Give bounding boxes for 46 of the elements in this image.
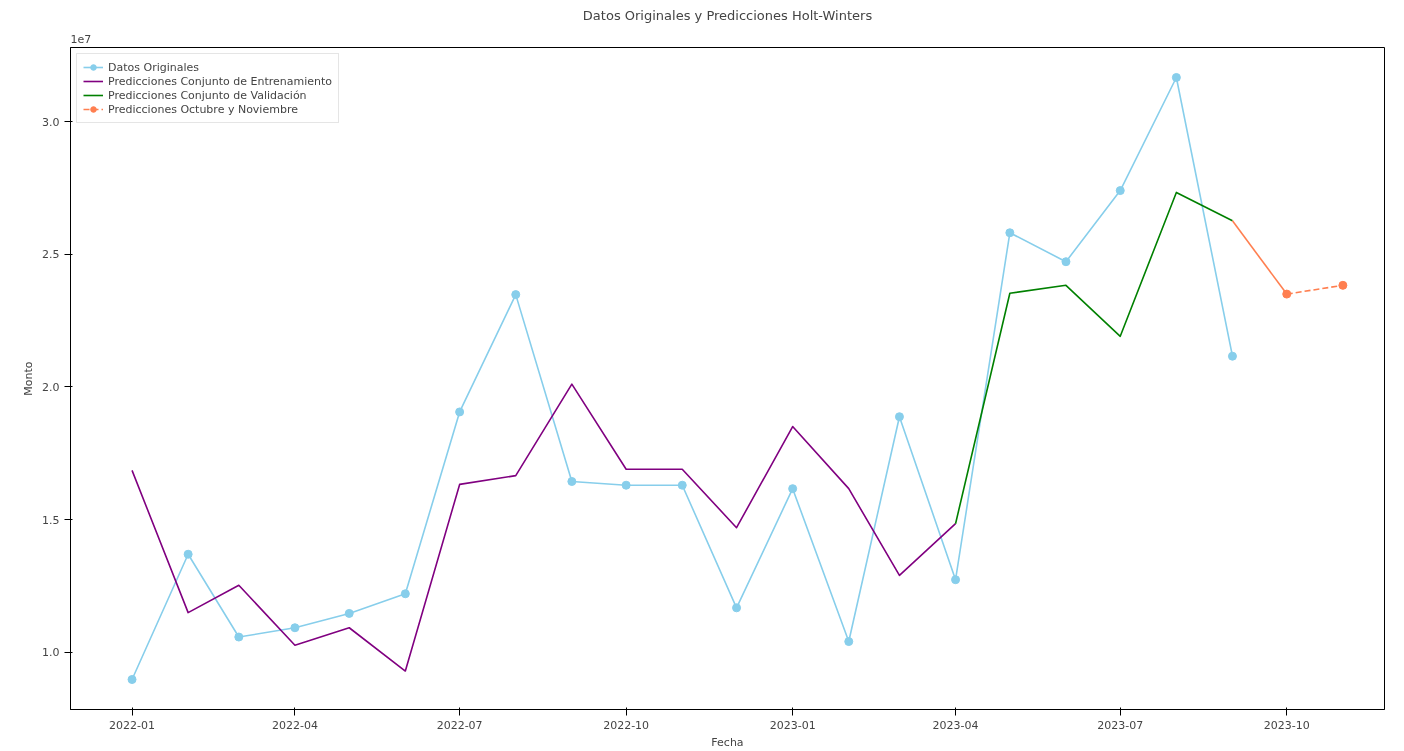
- y-tick-label: 2.5: [42, 248, 60, 262]
- line-series: [131, 383, 957, 672]
- point: [894, 412, 904, 422]
- point: [951, 575, 961, 585]
- x-tick-label: 2022-07: [436, 718, 483, 732]
- point: [290, 623, 300, 633]
- point: [1338, 280, 1348, 290]
- point: [1171, 73, 1181, 82]
- point: [400, 589, 410, 599]
- y-tick-label: 1.0: [42, 646, 60, 660]
- point: [234, 632, 244, 642]
- x-tick-label: 2022-04: [271, 718, 318, 732]
- point: [1227, 351, 1237, 361]
- x-tick-label: 2023-07: [1097, 718, 1144, 732]
- legend-label: Datos Originales: [108, 60, 200, 74]
- point: [344, 608, 354, 618]
- point: [621, 480, 631, 490]
- x-tick-label: 2023-04: [932, 718, 979, 732]
- chart-title: Datos Originales y Predicciones Holt-Winters: [582, 7, 873, 23]
- legend-label: Predicciones Conjunto de Entrenamiento: [108, 74, 333, 88]
- point: [1005, 228, 1015, 238]
- x-tick-label: 2022-01: [109, 718, 156, 732]
- point: [1115, 186, 1125, 196]
- point: [844, 637, 854, 647]
- point: [732, 603, 742, 613]
- point: [511, 290, 521, 300]
- y-tick-label: 2.0: [42, 380, 60, 394]
- point: [455, 407, 465, 417]
- line-series: [954, 191, 1234, 525]
- point: [567, 477, 577, 486]
- x-axis-title: Fecha: [711, 735, 744, 749]
- text: 1e7: [70, 32, 92, 46]
- point: [677, 480, 687, 490]
- legend-label: Predicciones Conjunto de Validación: [108, 88, 307, 102]
- y-tick-label: 1.5: [42, 513, 60, 527]
- point: [127, 675, 137, 684]
- y-axis-title: Monto: [22, 361, 36, 396]
- point: [183, 549, 193, 559]
- legend-label: Predicciones Octubre y Noviembre: [108, 102, 298, 116]
- x-tick-label: 2023-01: [769, 718, 816, 732]
- y-tick-label: 3.0: [42, 115, 60, 129]
- point: [1061, 257, 1071, 267]
- point: [788, 484, 798, 494]
- point: [1282, 289, 1292, 299]
- x-tick-label: 2022-10: [603, 718, 650, 732]
- x-tick-label: 2023-10: [1263, 718, 1310, 732]
